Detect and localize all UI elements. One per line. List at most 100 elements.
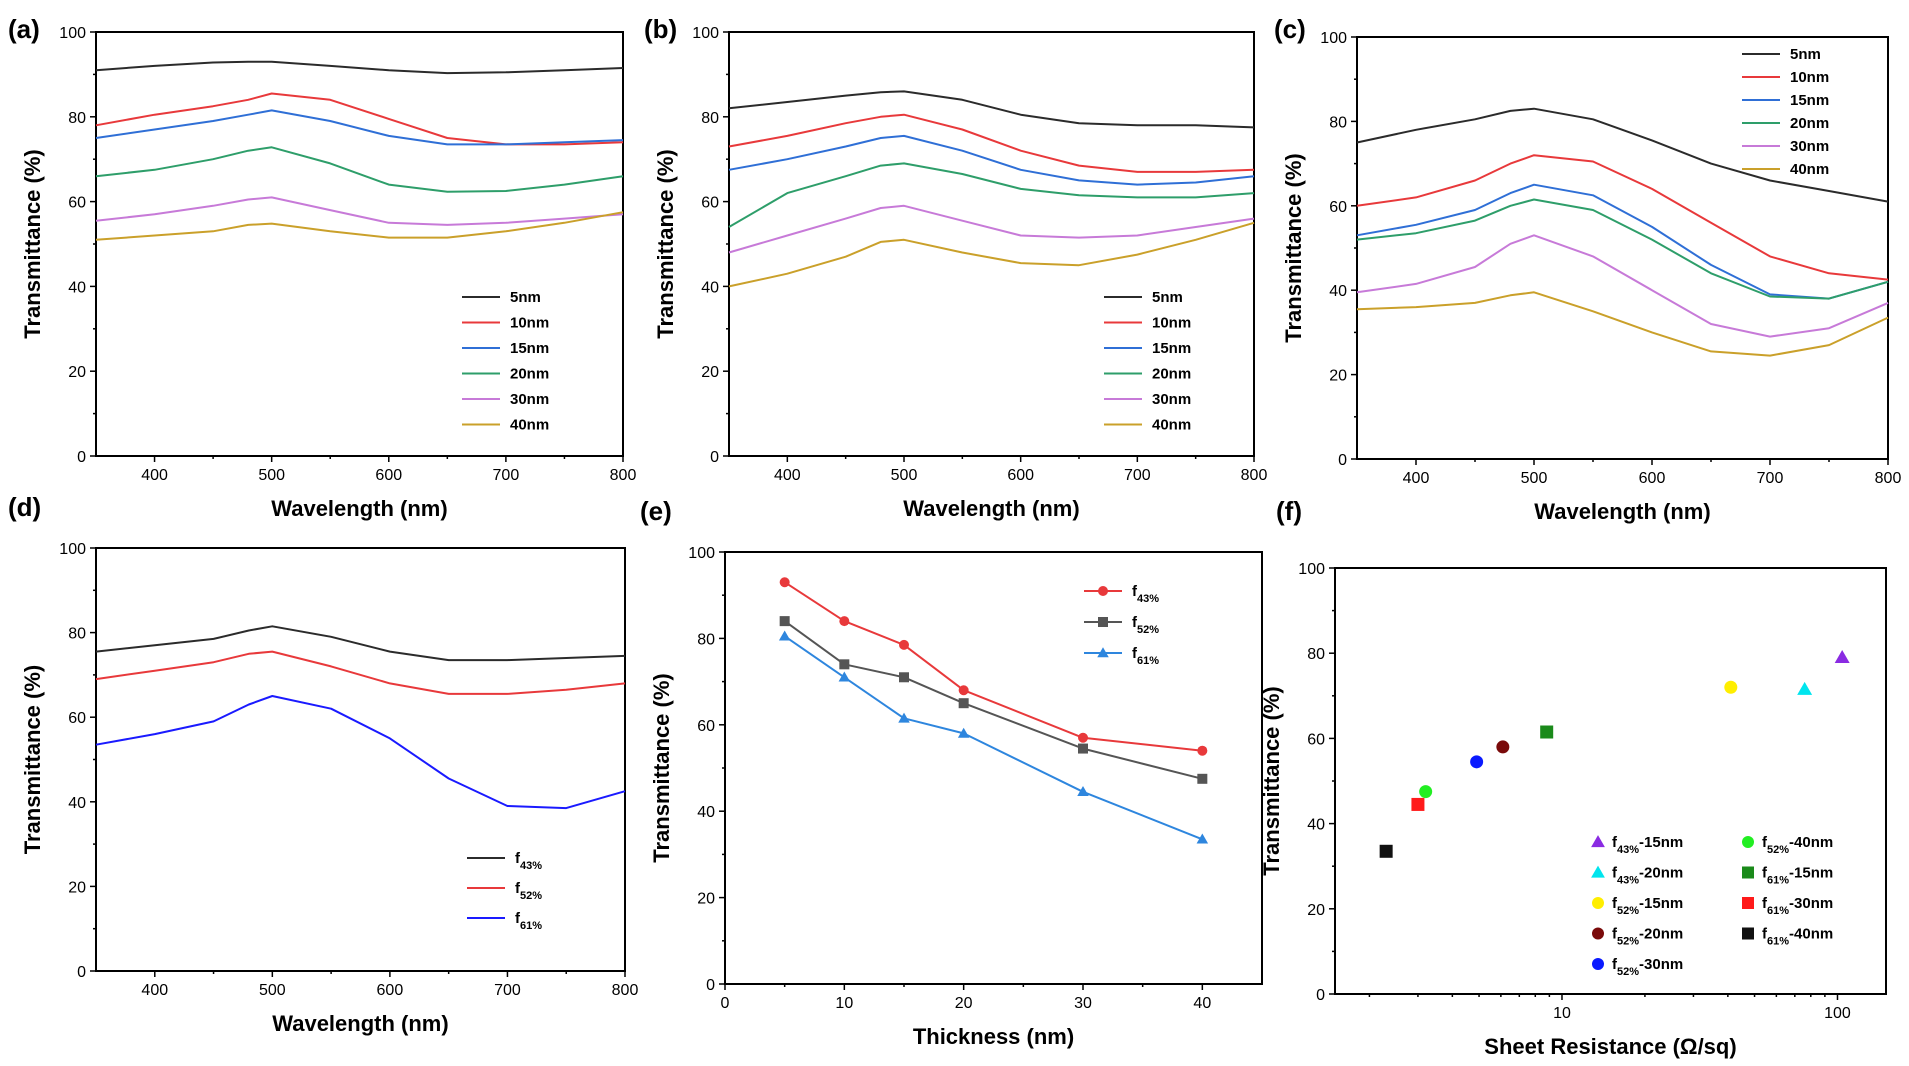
panel-f: (f) 0 20 40 60 80 100 10 100 Sheet Resistance (Ω/… (1259, 496, 1887, 1059)
data-point (839, 616, 850, 627)
x-tick-label: 0 (721, 995, 730, 1012)
legend-name: f (1132, 645, 1138, 662)
legend-label: 10nm (1152, 315, 1191, 332)
x-tick-label: 600 (1007, 467, 1034, 484)
legend-marker (1098, 586, 1108, 596)
legend-label: f43% (1132, 583, 1159, 605)
series-line-20nm (95, 146, 624, 193)
legend-name: 20nm (1790, 115, 1829, 132)
data-point (899, 639, 909, 650)
x-tick-label: 10 (1553, 1005, 1571, 1022)
legend-marker (1742, 866, 1754, 879)
series-line-43 (784, 581, 1203, 752)
y-tick-label: 40 (1307, 817, 1325, 834)
data-point (899, 672, 909, 683)
legend-name: f (1762, 865, 1768, 882)
y-tick-label: 20 (697, 891, 715, 908)
legend-name: 15nm (1152, 340, 1191, 357)
y-tick-label: 100 (1298, 561, 1325, 578)
y-tick-label: 100 (688, 545, 715, 562)
legend-label: 40nm (510, 417, 549, 434)
y-tick-label: 80 (1307, 646, 1325, 663)
y-tick-label: 60 (1307, 731, 1325, 748)
y-tick-label: 0 (1316, 987, 1325, 1004)
y-tick-label: 100 (692, 25, 719, 42)
x-tick-label: 700 (494, 982, 521, 999)
y-tick-label: 0 (1338, 452, 1347, 469)
legend-name: f (515, 850, 521, 867)
legend-subscript: 43% (1617, 875, 1639, 887)
legend-name: f (1762, 926, 1768, 943)
x-tick-label: 500 (1521, 470, 1548, 487)
legend-marker (1591, 835, 1605, 848)
y-tick-label: 20 (1329, 368, 1347, 385)
y-tick-label: 100 (59, 541, 86, 558)
scatter-point (1724, 680, 1738, 694)
y-tick-label: 40 (1329, 283, 1347, 300)
legend-name: 30nm (1790, 138, 1829, 155)
x-tick-label: 400 (141, 982, 168, 999)
x-tick-label: 800 (610, 467, 637, 484)
legend-suffix: -40nm (1789, 834, 1833, 851)
legend-label: 10nm (1790, 69, 1829, 86)
legend-subscript: 52% (1617, 966, 1639, 978)
y-axis-title: Transmittance (%) (1259, 686, 1284, 876)
y-tick-label: 100 (1320, 30, 1347, 47)
legend-subscript: 52% (1767, 844, 1789, 856)
legend-subscript: 43% (520, 860, 542, 872)
legend-name: 15nm (510, 340, 549, 357)
legend-suffix: -15nm (1789, 865, 1833, 882)
x-tick-label: 800 (612, 982, 639, 999)
legend-name: f (515, 910, 521, 927)
x-tick-label: 100 (1824, 1005, 1851, 1022)
legend-name: 10nm (1790, 69, 1829, 86)
legend-marker (1098, 617, 1108, 627)
series-line-40nm (95, 211, 624, 241)
data-point (898, 712, 910, 723)
legend-marker (1097, 647, 1109, 658)
legend-label: f52% (515, 880, 542, 902)
series-line-40nm (1356, 291, 1889, 357)
data-point (1078, 743, 1088, 754)
x-tick-label: 700 (493, 467, 520, 484)
scatter-point (1834, 649, 1850, 663)
series-line-20nm (728, 162, 1255, 228)
legend-marker (1592, 958, 1604, 970)
legend-subscript: 61% (1767, 936, 1789, 948)
legend-name: 15nm (1790, 92, 1829, 109)
data-point (838, 671, 851, 682)
legend-label: 15nm (1152, 340, 1191, 357)
legend-marker (1592, 897, 1604, 909)
y-tick-label: 0 (706, 977, 715, 994)
y-tick-label: 60 (68, 195, 86, 212)
scatter-point (1496, 740, 1510, 754)
scatter-point (1379, 844, 1393, 858)
series-line-30nm (1356, 234, 1889, 338)
data-point (778, 630, 791, 641)
y-tick-label: 40 (701, 279, 719, 296)
series-line-61 (784, 635, 1203, 841)
legend-label: 40nm (1152, 417, 1191, 434)
panel-label-c: (c) (1274, 14, 1306, 44)
legend-name: f (1762, 895, 1768, 912)
x-tick-label: 600 (375, 467, 402, 484)
legend-name: f (1612, 834, 1618, 851)
x-axis-title: Wavelength (nm) (903, 496, 1079, 521)
y-tick-label: 60 (68, 710, 86, 727)
x-axis-title: Wavelength (nm) (1534, 499, 1710, 524)
legend-label: 20nm (1790, 115, 1829, 132)
legend-label: f52%-40nm (1762, 834, 1833, 856)
y-tick-label: 80 (701, 110, 719, 127)
legend-suffix: -30nm (1639, 956, 1683, 973)
x-tick-label: 600 (1639, 470, 1666, 487)
x-tick-label: 600 (377, 982, 404, 999)
x-axis-title: Wavelength (nm) (272, 1011, 448, 1036)
legend-subscript: 61% (520, 920, 542, 932)
x-axis-title: Thickness (nm) (913, 1024, 1074, 1049)
series-line-15nm (1356, 183, 1889, 300)
y-tick-label: 80 (1329, 114, 1347, 131)
x-tick-label: 400 (1403, 470, 1430, 487)
legend-label: 30nm (510, 391, 549, 408)
data-point (779, 577, 790, 588)
y-tick-label: 40 (68, 279, 86, 296)
